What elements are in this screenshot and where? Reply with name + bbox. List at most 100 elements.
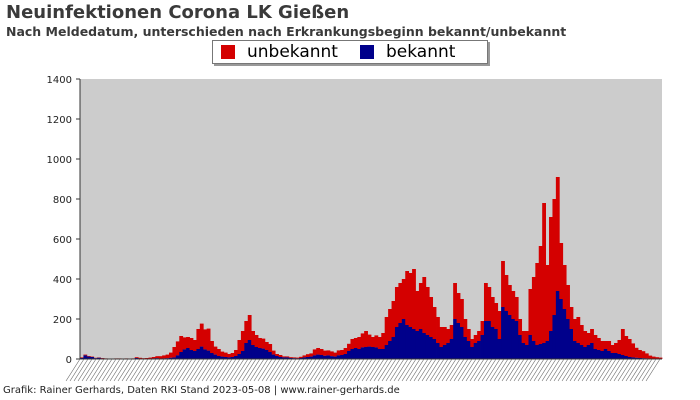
x-tick-mark xyxy=(485,358,501,382)
bar-unbekannt xyxy=(576,317,581,343)
x-tick-mark xyxy=(597,358,613,382)
x-tick-mark xyxy=(373,358,389,382)
bar-unbekannt xyxy=(473,335,478,343)
bar-bekannt xyxy=(264,350,269,359)
bar-bekannt xyxy=(97,357,101,359)
bar-unbekannt xyxy=(86,356,91,357)
x-tick-mark xyxy=(557,358,573,382)
x-tick-mark xyxy=(249,358,265,382)
bar-bekannt xyxy=(247,340,252,359)
bar-bekannt xyxy=(603,349,608,359)
bar-unbekannt xyxy=(449,325,454,339)
bar-bekannt xyxy=(531,341,536,359)
bar-bekannt xyxy=(398,323,403,359)
x-tick-mark xyxy=(261,358,277,382)
bar-bekannt xyxy=(210,353,214,359)
bar-unbekannt xyxy=(538,246,543,344)
bar-bekannt xyxy=(189,350,194,359)
x-tick-mark xyxy=(453,358,469,382)
x-tick-mark xyxy=(253,358,269,382)
bar-unbekannt xyxy=(620,329,625,355)
bar-unbekannt xyxy=(240,331,245,351)
x-tick-mark xyxy=(449,358,465,382)
bar-bekannt xyxy=(549,331,553,359)
bar-unbekannt xyxy=(281,356,286,358)
bar-unbekannt xyxy=(151,357,156,359)
x-tick-mark xyxy=(197,358,213,382)
x-tick-mark xyxy=(645,358,661,382)
x-tick-mark xyxy=(501,358,517,382)
chart-subtitle: Nach Meldedatum, unterschieden nach Erkr… xyxy=(6,24,567,39)
bar-bekannt xyxy=(316,354,321,359)
bar-unbekannt xyxy=(627,339,632,357)
x-tick-mark xyxy=(241,358,257,382)
bar-unbekannt xyxy=(610,345,615,353)
bar-unbekannt xyxy=(312,349,317,356)
x-tick-mark xyxy=(69,358,85,382)
x-tick-mark xyxy=(337,358,353,382)
bar-bekannt xyxy=(418,329,423,359)
x-tick-mark xyxy=(233,358,249,382)
bar-unbekannt xyxy=(134,357,139,358)
bar-unbekannt xyxy=(182,337,187,350)
bar-bekannt xyxy=(593,349,598,359)
x-tick-mark xyxy=(625,358,641,382)
bar-bekannt xyxy=(302,357,307,359)
bar-bekannt xyxy=(446,343,451,359)
legend-entry-unbekannt: unbekannt xyxy=(221,42,338,62)
x-tick-mark xyxy=(425,358,441,382)
bar-unbekannt xyxy=(155,356,160,359)
x-tick-mark xyxy=(321,358,337,382)
bar-unbekannt xyxy=(343,348,348,354)
bar-unbekannt xyxy=(206,328,211,351)
y-tick-label: 600 xyxy=(53,235,72,246)
bar-unbekannt xyxy=(655,357,659,359)
bar-unbekannt xyxy=(483,283,488,321)
bar-unbekannt xyxy=(138,357,143,359)
bar-bekannt xyxy=(562,309,567,359)
x-tick-mark xyxy=(293,358,309,382)
bar-unbekannt xyxy=(562,265,567,309)
bar-bekannt xyxy=(309,356,314,359)
bar-bekannt xyxy=(169,357,173,359)
bar-unbekannt xyxy=(340,350,345,355)
x-tick-mark xyxy=(161,358,177,382)
bar-bekannt xyxy=(343,354,348,359)
x-tick-mark xyxy=(509,358,525,382)
x-tick-mark xyxy=(269,358,285,382)
x-tick-mark xyxy=(149,358,165,382)
x-tick-mark xyxy=(613,358,629,382)
bar-bekannt xyxy=(323,355,327,359)
x-tick-mark xyxy=(569,358,585,382)
legend-label-unbekannt: unbekannt xyxy=(247,42,338,62)
x-tick-mark xyxy=(181,358,197,382)
bar-unbekannt xyxy=(295,357,300,359)
bar-bekannt xyxy=(175,355,180,359)
bar-unbekannt xyxy=(278,355,283,357)
x-tick-mark xyxy=(65,358,81,382)
bar-unbekannt xyxy=(388,309,392,341)
x-tick-mark xyxy=(505,358,521,382)
bar-unbekannt xyxy=(415,291,420,331)
x-tick-mark xyxy=(573,358,589,382)
bar-unbekannt xyxy=(504,275,509,311)
bar-unbekannt xyxy=(569,307,574,329)
x-tick-mark xyxy=(401,358,417,382)
x-tick-mark xyxy=(469,358,485,382)
bar-unbekannt xyxy=(470,339,475,347)
bar-bekannt xyxy=(600,351,605,359)
x-tick-mark xyxy=(77,358,93,382)
legend-swatch-bekannt xyxy=(359,45,374,59)
bar-bekannt xyxy=(614,353,618,359)
bar-bekannt xyxy=(213,354,218,359)
x-tick-mark xyxy=(165,358,181,382)
bar-unbekannt xyxy=(377,337,382,349)
bar-bekannt xyxy=(244,343,249,359)
bar-unbekannt xyxy=(583,331,588,347)
bar-unbekannt xyxy=(223,352,228,357)
bar-bekannt xyxy=(237,354,242,359)
x-tick-mark xyxy=(517,358,533,382)
bar-bekannt xyxy=(610,353,615,359)
x-tick-mark xyxy=(237,358,253,382)
x-tick-mark xyxy=(277,358,293,382)
